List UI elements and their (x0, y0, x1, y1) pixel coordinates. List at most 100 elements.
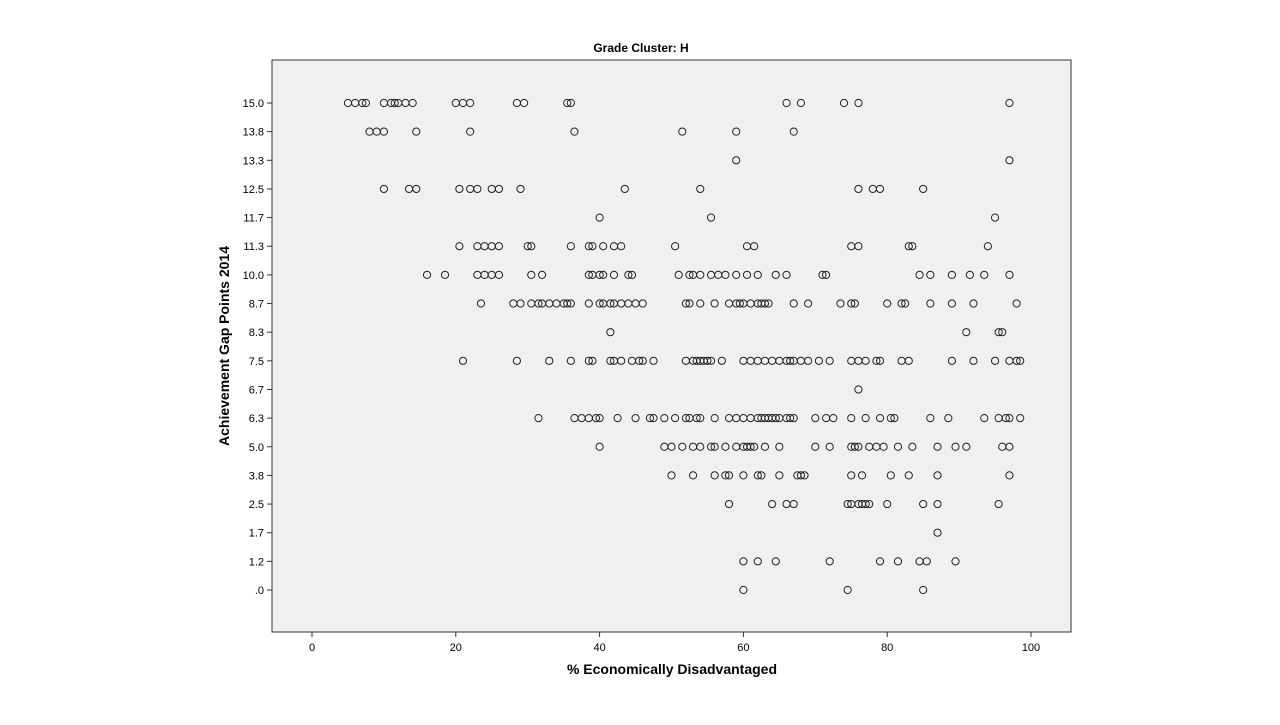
data-point (512, 356, 522, 365)
data-point (915, 270, 924, 279)
data-point (588, 242, 597, 251)
data-point (649, 414, 658, 423)
data-point (854, 98, 863, 108)
data-point (706, 442, 716, 451)
data-point (969, 299, 978, 308)
y-tick-label: 6.7 (249, 384, 264, 396)
data-point (757, 471, 766, 480)
data-point (904, 242, 913, 251)
data-point (595, 213, 604, 222)
data-point (983, 242, 992, 251)
data-point (768, 499, 777, 509)
y-tick-label: 11.7 (243, 213, 264, 225)
data-point (883, 499, 892, 509)
data-point (599, 242, 608, 251)
data-point (883, 299, 892, 308)
data-point (408, 98, 417, 108)
data-point (825, 442, 834, 451)
y-tick-label: 1.7 (249, 528, 264, 540)
data-point (1005, 156, 1014, 165)
data-point (796, 471, 806, 480)
data-point (886, 471, 895, 480)
data-point (523, 242, 532, 251)
data-point (631, 414, 640, 423)
data-point (1005, 270, 1014, 279)
y-axis: .0 1.2 1.7 2.5 3.8 5.0 6.3 6.7 7.5 8.3 8.7 10.0 11.3… (243, 98, 272, 597)
data-point (617, 242, 626, 251)
data-point (904, 356, 913, 365)
y-tick-label: 7.5 (249, 356, 264, 368)
data-point (998, 328, 1007, 337)
data-point (649, 356, 658, 365)
data-point (854, 442, 863, 451)
data-point (624, 270, 633, 279)
data-point (875, 184, 885, 194)
y-tick-label: 12.5 (243, 184, 264, 196)
data-point (584, 270, 593, 279)
data-point (724, 471, 734, 480)
data-point (670, 242, 680, 251)
y-tick-label: 1.2 (249, 556, 264, 568)
x-axis-label: % Economically Disadvantaged (567, 661, 777, 677)
data-point (516, 184, 525, 194)
data-point (919, 184, 928, 194)
data-point (1001, 414, 1010, 423)
data-point (710, 299, 719, 308)
data-point (455, 242, 464, 251)
y-tick-label: 11.3 (243, 241, 264, 253)
data-point (962, 442, 971, 451)
data-point (516, 299, 525, 308)
data-point (721, 442, 730, 451)
x-tick-label: 60 (737, 642, 749, 654)
data-point (358, 98, 367, 108)
data-point (825, 557, 834, 566)
y-tick-label: 8.7 (249, 299, 264, 311)
data-point (847, 414, 856, 423)
data-point (875, 356, 885, 365)
data-point (804, 356, 813, 365)
data-point (904, 471, 913, 480)
data-point (566, 98, 575, 108)
data-point (732, 270, 741, 279)
data-point (789, 499, 798, 509)
data-point (994, 499, 1003, 509)
data-point (854, 184, 863, 194)
data-point (843, 499, 852, 509)
x-tick-label: 0 (309, 642, 315, 654)
data-point (566, 299, 575, 308)
data-point (706, 356, 716, 365)
data-point (566, 242, 575, 251)
data-point (908, 242, 917, 251)
data-point (570, 127, 579, 136)
data-point (760, 299, 770, 308)
data-point (494, 270, 504, 279)
y-axis-label: Achievement Gap Points 2014 (216, 246, 232, 446)
y-tick-label: 8.3 (249, 327, 264, 339)
data-point (591, 414, 601, 423)
data-point (638, 299, 647, 308)
data-point (584, 356, 593, 365)
data-point (750, 242, 759, 251)
data-point (721, 471, 730, 480)
data-point (850, 442, 859, 451)
plot-area (271, 59, 1072, 633)
data-point (696, 442, 705, 451)
data-point (933, 442, 942, 451)
data-point (994, 328, 1003, 337)
data-point (854, 385, 863, 394)
data-point (466, 98, 475, 108)
data-point (800, 471, 809, 480)
data-point (537, 270, 547, 279)
data-point (947, 270, 957, 279)
data-point (865, 499, 874, 509)
data-point (476, 299, 486, 308)
data-point (919, 499, 928, 509)
data-point (1016, 414, 1025, 423)
data-point (818, 270, 827, 279)
x-axis: 0 20 40 60 80 100 (309, 632, 1040, 654)
data-point (721, 270, 730, 279)
y-tick-label: .0 (255, 585, 264, 597)
data-points (343, 98, 1025, 595)
data-point (926, 299, 935, 308)
data-point (1005, 414, 1014, 423)
